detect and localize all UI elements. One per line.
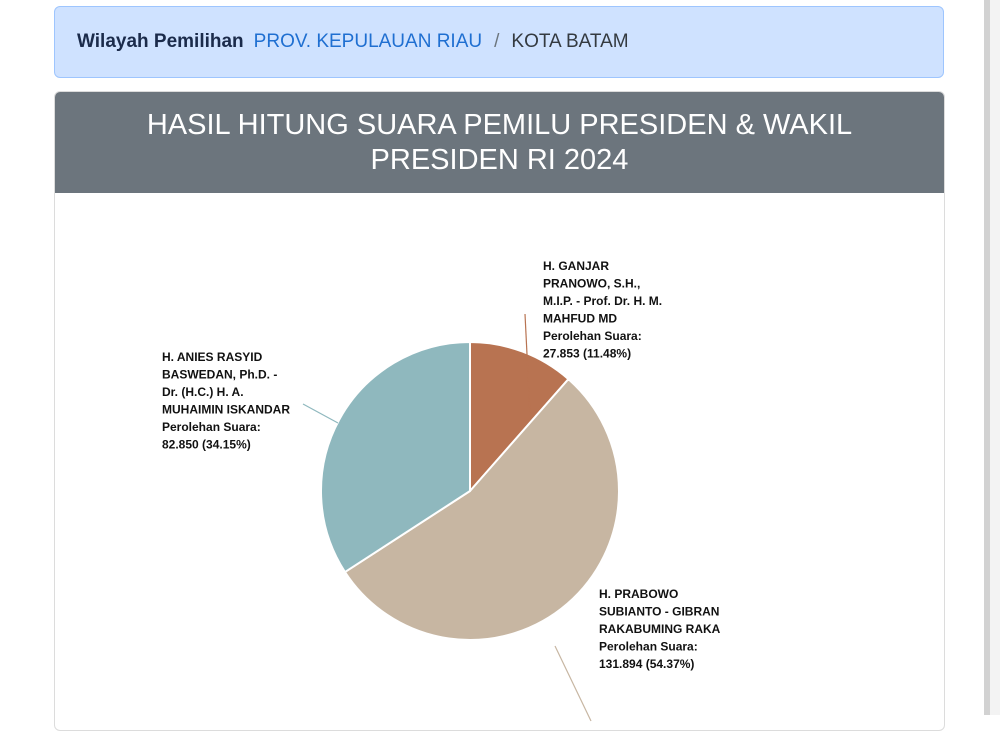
pie-slice-1[interactable]: [343, 377, 620, 641]
breadcrumb-link-province[interactable]: PROV. KEPULAUAN RIAU: [253, 31, 483, 52]
breadcrumb-label: Wilayah Pemilihan: [77, 31, 244, 52]
breadcrumb-separator: /: [494, 31, 500, 52]
slice-label-0: H. GANJAR PRANOWO, S.H., M.I.P. - Prof. Dr…: [543, 259, 662, 361]
card-title: HASIL HITUNG SUARA PEMILU PRESIDEN & WAK…: [55, 92, 944, 193]
scrollbar-edge: [984, 0, 1000, 715]
breadcrumb: Wilayah Pemilihan PROV. KEPULAUAN RIAU /…: [54, 6, 944, 78]
pie-chart-svg: H. GANJAR PRANOWO, S.H., M.I.P. - Prof. Dr…: [162, 259, 721, 722]
breadcrumb-current-city: KOTA BATAM: [511, 31, 629, 52]
pie-slice-0[interactable]: [469, 340, 570, 494]
slice-leader-line-2: [302, 403, 339, 424]
pie-slice-2[interactable]: [320, 340, 471, 574]
slice-label-1: H. PRABOWO SUBIANTO - GIBRAN RAKABUMING RA…: [599, 587, 721, 671]
pie-chart: H. GANJAR PRANOWO, S.H., M.I.P. - Prof. Dr…: [55, 193, 944, 730]
slice-label-2: H. ANIES RASYID BASWEDAN, Ph.D. -Dr. (H.C…: [162, 350, 290, 452]
slice-leader-line-1: [554, 645, 592, 722]
slice-leader-line-0: [524, 313, 531, 416]
results-card: HASIL HITUNG SUARA PEMILU PRESIDEN & WAK…: [54, 91, 945, 731]
